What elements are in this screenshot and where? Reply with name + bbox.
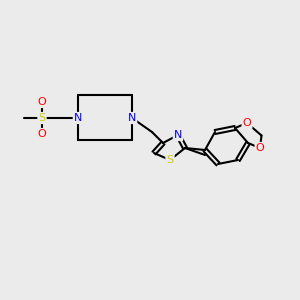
Text: O: O <box>256 143 264 153</box>
Text: N: N <box>174 130 182 140</box>
Text: O: O <box>38 97 46 107</box>
Text: N: N <box>128 113 136 123</box>
Text: S: S <box>38 113 46 123</box>
Text: S: S <box>167 155 174 165</box>
Text: O: O <box>243 118 251 128</box>
Text: N: N <box>74 113 82 123</box>
Text: O: O <box>38 129 46 139</box>
